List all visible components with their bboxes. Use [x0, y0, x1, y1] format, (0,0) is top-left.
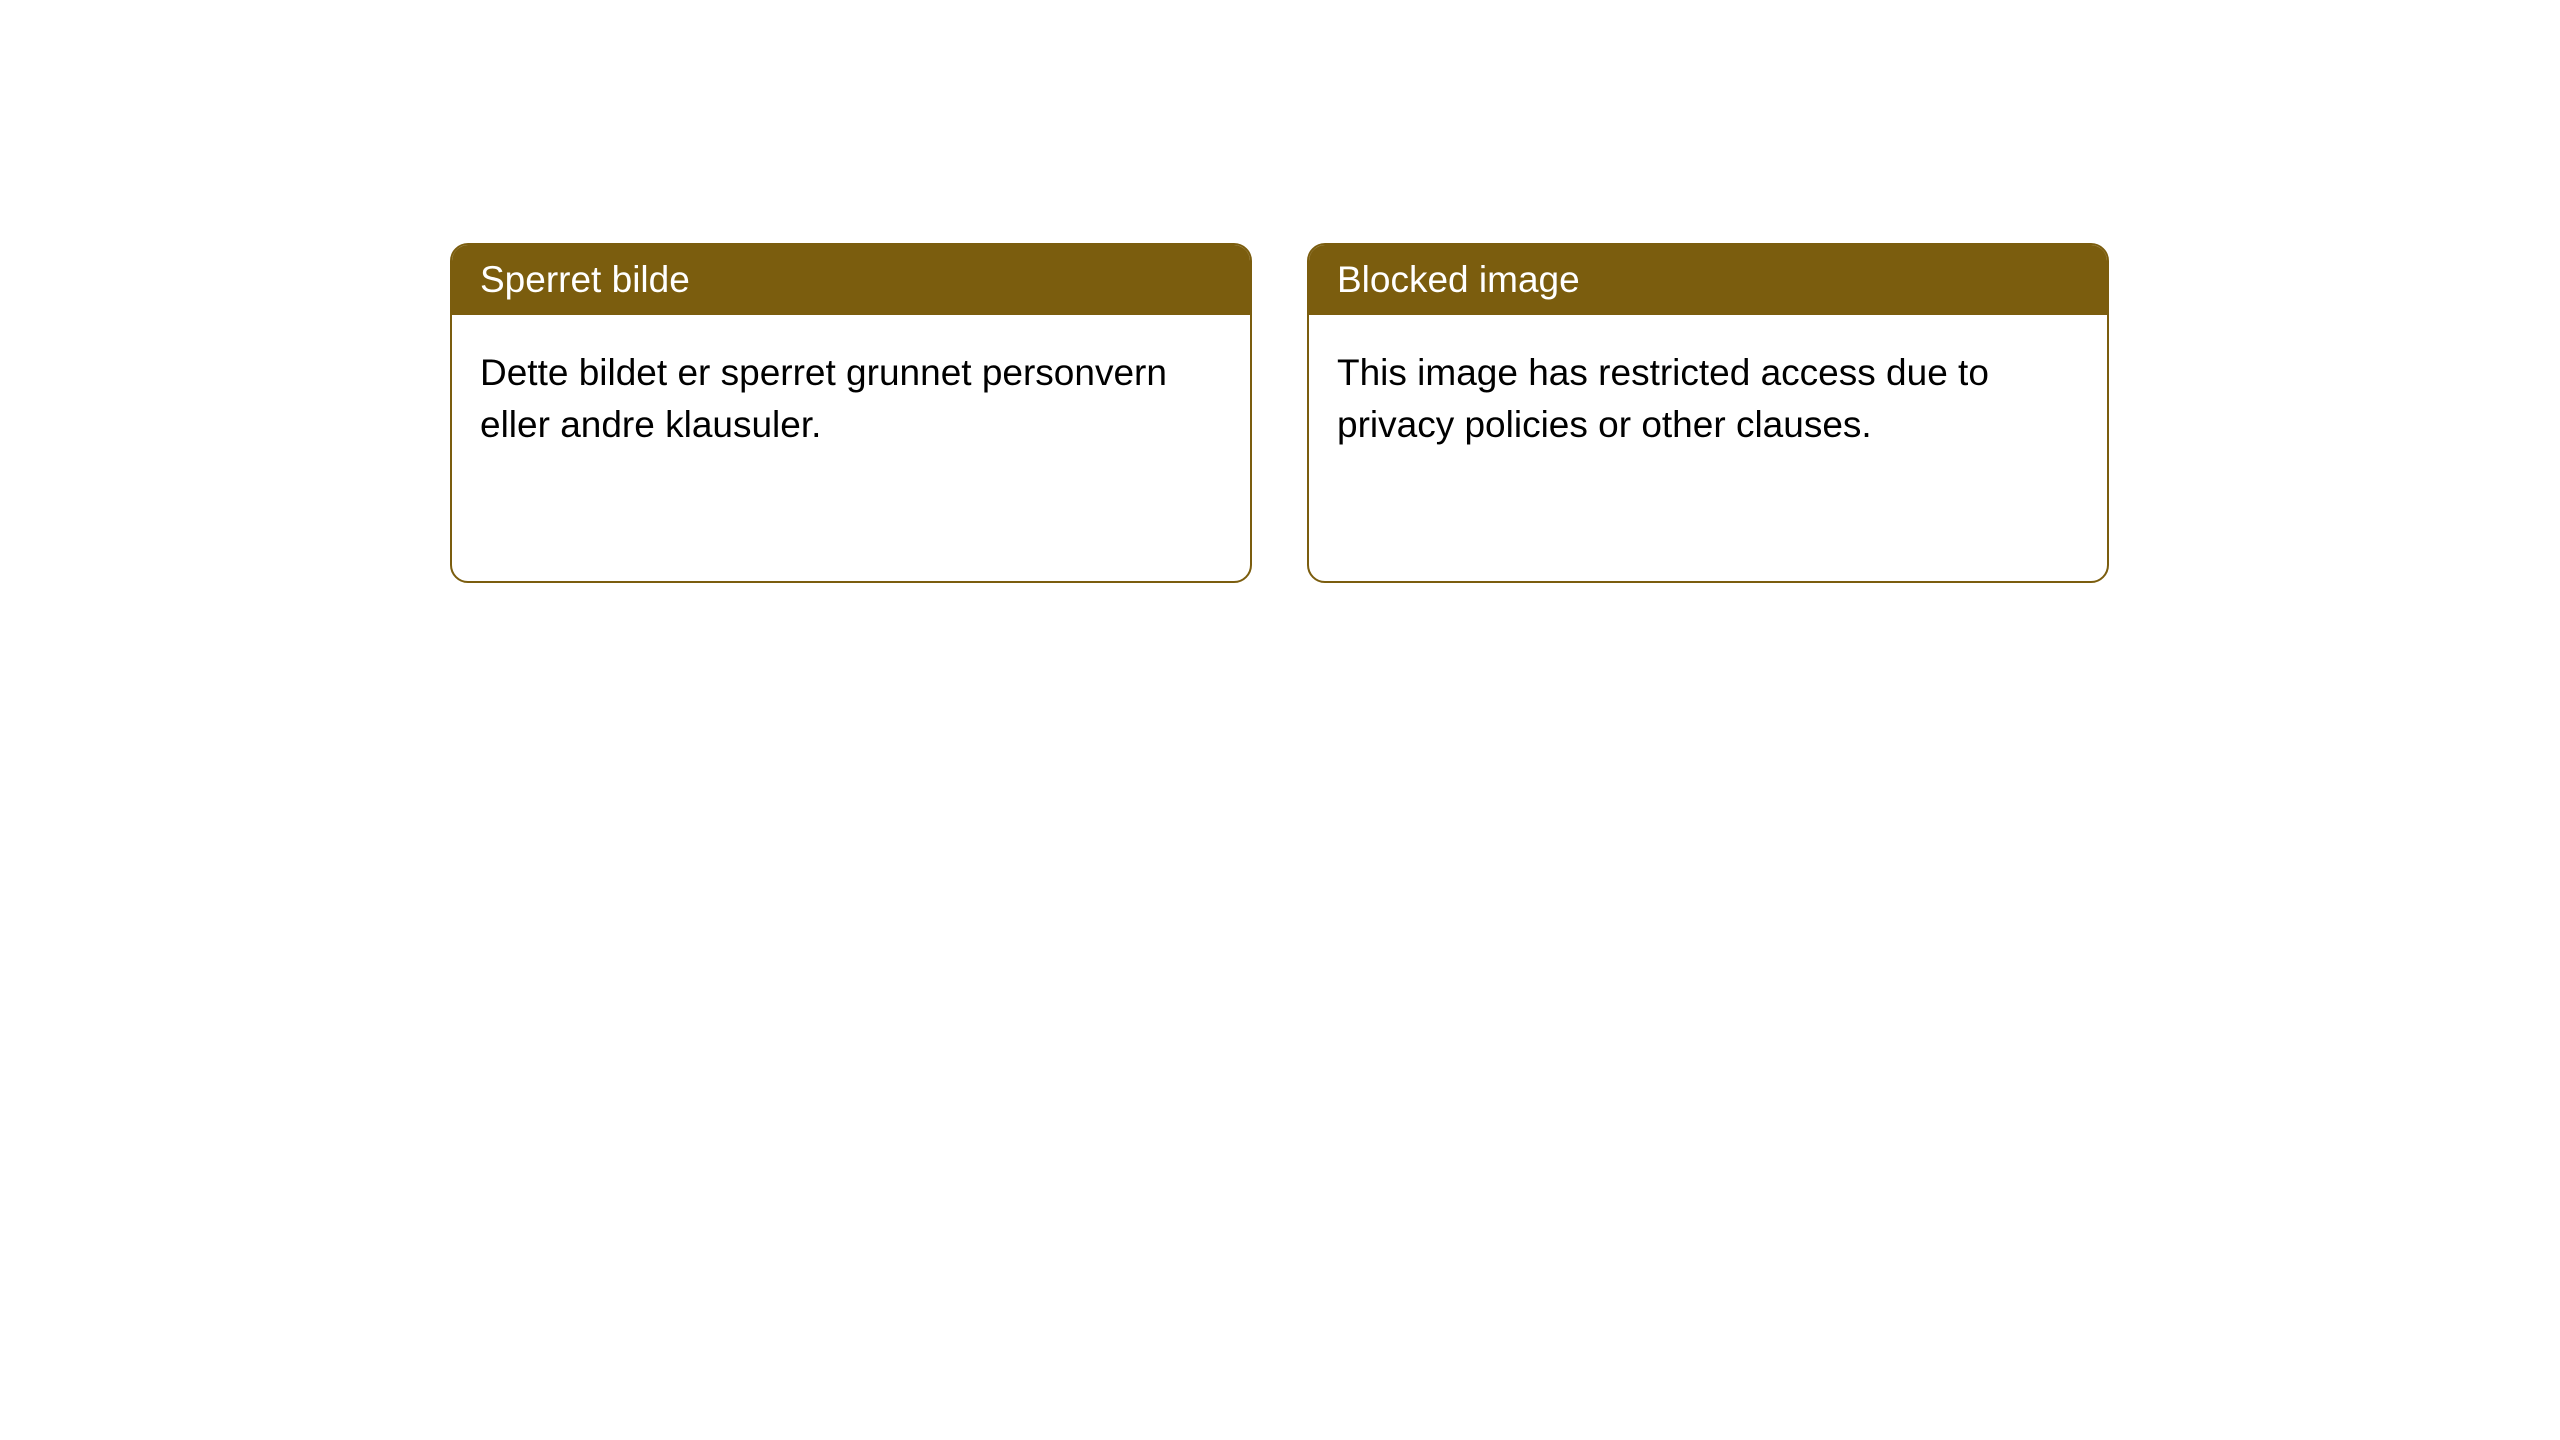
notice-card-header: Sperret bilde — [452, 245, 1250, 315]
notice-card-text: Dette bildet er sperret grunnet personve… — [480, 352, 1167, 445]
notice-card-header: Blocked image — [1309, 245, 2107, 315]
notice-card-title: Blocked image — [1337, 259, 1580, 300]
notice-card-text: This image has restricted access due to … — [1337, 352, 1989, 445]
notice-card-norwegian: Sperret bilde Dette bildet er sperret gr… — [450, 243, 1252, 583]
notice-cards-container: Sperret bilde Dette bildet er sperret gr… — [0, 0, 2560, 583]
notice-card-body: This image has restricted access due to … — [1309, 315, 2107, 483]
notice-card-title: Sperret bilde — [480, 259, 690, 300]
notice-card-english: Blocked image This image has restricted … — [1307, 243, 2109, 583]
notice-card-body: Dette bildet er sperret grunnet personve… — [452, 315, 1250, 483]
